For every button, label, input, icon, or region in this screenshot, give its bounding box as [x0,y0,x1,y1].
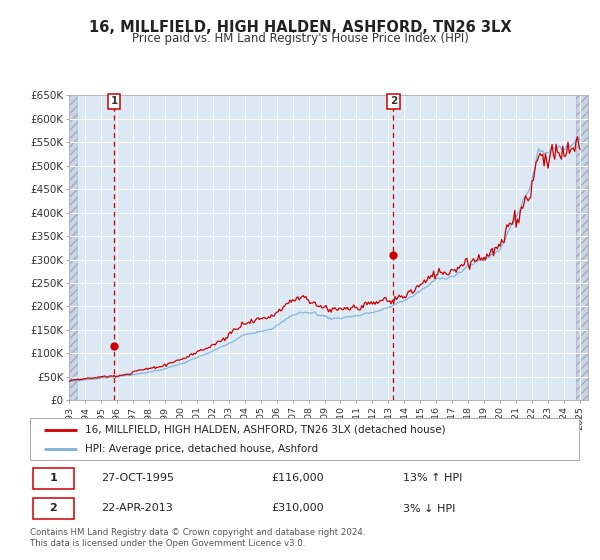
Text: 16, MILLFIELD, HIGH HALDEN, ASHFORD, TN26 3LX (detached house): 16, MILLFIELD, HIGH HALDEN, ASHFORD, TN2… [85,424,446,435]
Text: Contains HM Land Registry data © Crown copyright and database right 2024.
This d: Contains HM Land Registry data © Crown c… [30,528,365,548]
Bar [576,95,588,400]
Bar [576,95,588,400]
FancyBboxPatch shape [33,498,74,519]
Text: 1: 1 [110,96,118,106]
Text: Price paid vs. HM Land Registry's House Price Index (HPI): Price paid vs. HM Land Registry's House … [131,32,469,45]
Text: £116,000: £116,000 [272,473,324,483]
Text: 27-OCT-1995: 27-OCT-1995 [101,473,175,483]
Bar [69,95,77,400]
Text: 16, MILLFIELD, HIGH HALDEN, ASHFORD, TN26 3LX: 16, MILLFIELD, HIGH HALDEN, ASHFORD, TN2… [89,20,511,35]
Bar [69,95,77,400]
Text: 3% ↓ HPI: 3% ↓ HPI [403,503,455,514]
Text: 1: 1 [49,473,57,483]
Text: 22-APR-2013: 22-APR-2013 [101,503,173,514]
Text: £310,000: £310,000 [272,503,324,514]
Text: HPI: Average price, detached house, Ashford: HPI: Average price, detached house, Ashf… [85,444,318,454]
Text: 13% ↑ HPI: 13% ↑ HPI [403,473,463,483]
Text: 2: 2 [390,96,397,106]
Text: 2: 2 [49,503,57,514]
FancyBboxPatch shape [33,468,74,489]
